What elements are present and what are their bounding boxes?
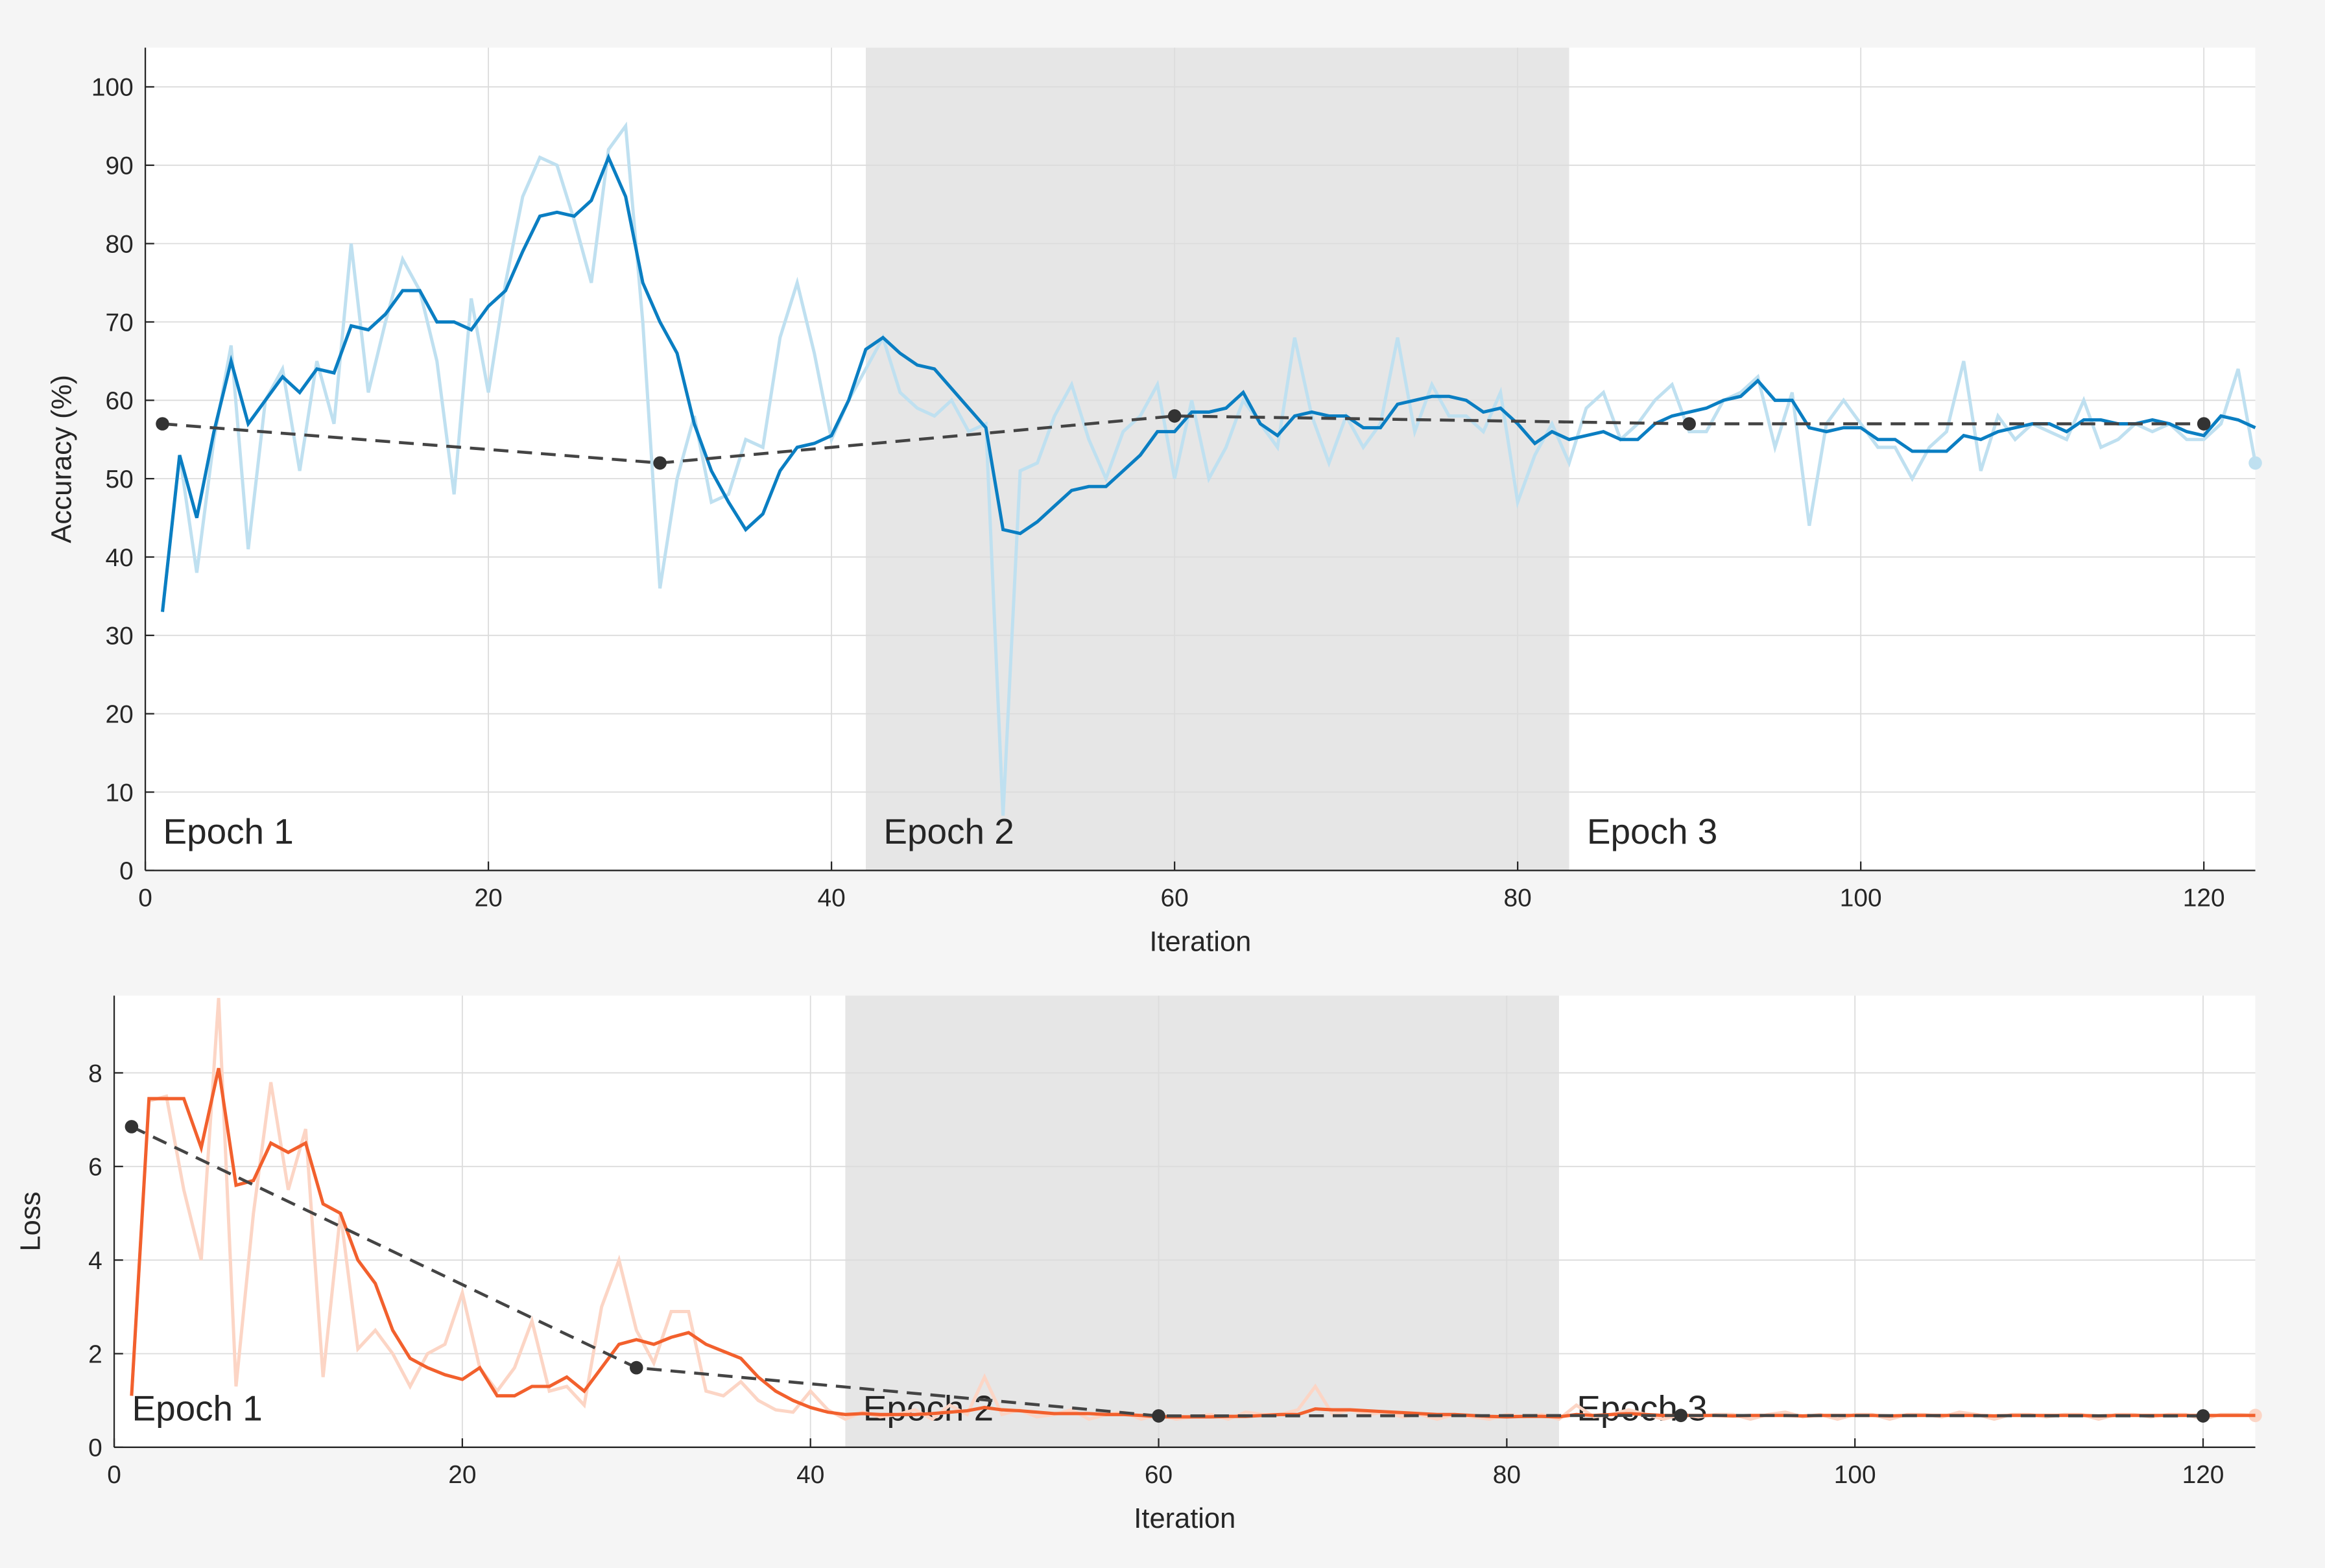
y-tick-label: 10 (106, 779, 134, 807)
x-tick-label: 20 (474, 884, 502, 912)
y-tick-label: 90 (106, 152, 134, 180)
validation-point (1674, 1408, 1688, 1423)
y-tick-label: 50 (106, 466, 134, 493)
y-tick-label: 20 (106, 700, 134, 728)
y-tick-label: 60 (106, 387, 134, 415)
validation-point (2196, 1409, 2210, 1423)
x-tick-label: 0 (107, 1461, 121, 1489)
final-point (2248, 456, 2262, 470)
y-tick-label: 0 (88, 1434, 102, 1462)
epoch-label: Epoch 3 (1577, 1388, 1707, 1428)
validation-point (630, 1360, 643, 1375)
x-tick-label: 80 (1504, 884, 1532, 912)
x-tick-label: 60 (1161, 884, 1189, 912)
y-tick-label: 80 (106, 230, 134, 258)
x-tick-label: 40 (817, 884, 845, 912)
y-tick-label: 30 (106, 623, 134, 650)
validation-point (653, 456, 667, 470)
epoch-label: Epoch 1 (163, 811, 293, 851)
epoch-shade (866, 47, 1569, 871)
validation-point (1152, 1409, 1165, 1423)
validation-point (125, 1120, 139, 1134)
validation-line (130, 1125, 2204, 1418)
x-tick-label: 100 (1834, 1461, 1876, 1489)
x-tick-label: 120 (2183, 884, 2225, 912)
x-axis-label: Iteration (1134, 1503, 1235, 1534)
x-tick-label: 100 (1840, 884, 1882, 912)
epoch-label: Epoch 1 (132, 1388, 262, 1428)
x-tick-label: 0 (138, 884, 152, 912)
y-tick-label: 8 (88, 1060, 102, 1087)
validation-point (1682, 417, 1696, 431)
epoch-label: Epoch 2 (883, 811, 1014, 851)
epoch-shade (845, 995, 1559, 1447)
x-tick-label: 80 (1493, 1461, 1521, 1489)
x-tick-label: 60 (1145, 1461, 1173, 1489)
x-tick-label: 120 (2182, 1461, 2224, 1489)
y-tick-label: 100 (91, 74, 134, 102)
validation-point (1167, 409, 1182, 423)
validation-point (156, 417, 169, 431)
x-tick-label: 40 (796, 1461, 824, 1489)
training-line (161, 121, 2258, 816)
y-tick-label: 2 (88, 1340, 102, 1368)
y-axis-label: Loss (16, 1191, 47, 1251)
x-axis-label: Iteration (1149, 926, 1251, 957)
y-tick-label: 70 (106, 309, 134, 337)
y-tick-label: 6 (88, 1154, 102, 1182)
training-line (161, 153, 2256, 612)
x-tick-label: 20 (448, 1461, 476, 1489)
y-tick-label: 0 (119, 857, 134, 885)
y-tick-label: 40 (106, 544, 134, 572)
y-tick-label: 4 (88, 1247, 102, 1275)
epoch-label: Epoch 3 (1587, 811, 1717, 851)
validation-line (162, 414, 2204, 465)
validation-point (2197, 417, 2211, 431)
y-axis-label: Accuracy (%) (47, 375, 78, 543)
